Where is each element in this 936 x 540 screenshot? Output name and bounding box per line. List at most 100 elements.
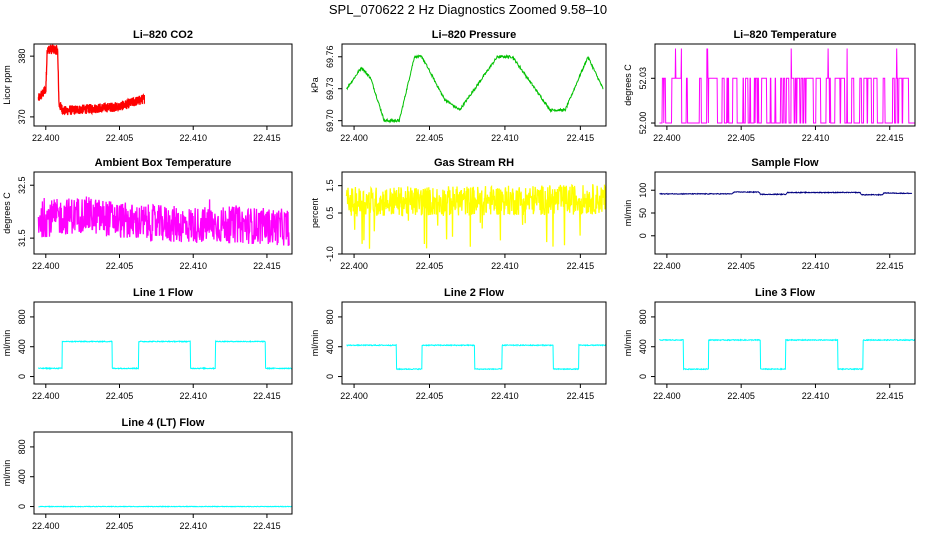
x-tick-label: 22.400 [32,133,60,143]
x-tick-label: 22.405 [416,133,444,143]
y-tick-label: 0.5 [325,207,335,220]
series-line [38,505,292,508]
plot-frame [33,301,293,385]
x-tick-label: 22.400 [653,391,681,401]
panel-8: Line 2 Flow ml/min 22.400 22.405 22.410 22.41… [310,287,607,401]
x-tick-label: 22.415 [567,133,595,143]
y-tick-label: 400 [638,339,648,354]
y-tick-label: 50 [638,208,648,218]
plot-frame [654,43,916,127]
y-tick-label: 400 [17,469,27,484]
y-tick-label: 0 [325,374,335,379]
panel-2: Li–820 Pressure kPa 22.400 22.405 22.410 22.4… [310,29,607,143]
y-tick-label: 69.76 [325,46,335,69]
x-tick-label: 22.410 [802,391,830,401]
series-line [37,44,146,116]
x-tick-label: 22.410 [179,521,207,531]
y-axis-label: Licor ppm [2,65,12,105]
figure-title: SPL_070622 2 Hz Diagnostics Zoomed 9.58–… [328,2,608,17]
y-tick-label: 69.70 [325,109,335,132]
y-axis-label: ml/min [623,330,633,357]
x-tick-label: 22.410 [179,261,207,271]
x-tick-label: 22.400 [340,261,368,271]
x-tick-label: 22.400 [653,261,681,271]
x-tick-label: 22.400 [340,391,368,401]
x-tick-label: 22.405 [416,261,444,271]
y-tick-label: 800 [325,309,335,324]
y-tick-label: 370 [17,109,27,124]
panel-7: Line 1 Flow ml/min 22.400 22.405 22.410 22.41… [2,287,293,401]
plot-frame [654,171,916,255]
x-tick-label: 22.405 [416,391,444,401]
y-tick-label: 0 [638,374,648,379]
y-tick-label: -1.0 [325,246,335,262]
y-tick-label: 800 [17,309,27,324]
plot-frame [33,431,293,515]
y-tick-label: 400 [17,339,27,354]
x-tick-label: 22.410 [179,391,207,401]
series-line [346,53,604,124]
x-tick-label: 22.405 [727,391,755,401]
y-axis-label: degrees C [623,64,633,106]
y-tick-label: 380 [17,49,27,64]
series-line [659,338,916,371]
x-tick-label: 22.410 [491,391,519,401]
panel-9: Line 3 Flow ml/min 22.400 22.405 22.410 22.41… [623,287,916,401]
y-tick-label: 0 [638,233,648,238]
plot-frame [654,301,916,385]
x-tick-label: 22.400 [653,133,681,143]
x-tick-label: 22.400 [32,391,60,401]
series-line [659,48,915,124]
x-tick-label: 22.410 [802,133,830,143]
plot-frame [341,43,607,127]
x-tick-label: 22.415 [253,133,281,143]
series-line [659,190,913,196]
y-axis-label: ml/min [2,330,12,357]
y-tick-label: 31.5 [17,229,27,247]
panel-5: Gas Stream RH percent 22.400 22.405 22.410 22… [310,157,607,271]
panel-title: Line 3 Flow [755,287,815,299]
panel-1: Li–820 CO2 Licor ppm 22.400 22.405 22.410 22.… [2,29,293,143]
y-axis-label: degrees C [2,192,12,234]
y-axis-label: ml/min [623,200,633,227]
y-tick-label: 800 [638,309,648,324]
y-tick-label: 32.5 [17,176,27,194]
panel-title: Line 4 (LT) Flow [122,417,205,429]
x-tick-label: 22.405 [106,133,134,143]
panel-title: Li–820 Pressure [432,29,516,41]
x-tick-label: 22.400 [32,521,60,531]
y-tick-label: 400 [325,339,335,354]
x-tick-label: 22.400 [340,133,368,143]
y-tick-label: 1.5 [325,179,335,192]
x-tick-label: 22.415 [567,261,595,271]
x-tick-label: 22.405 [106,261,134,271]
series-line [37,339,293,371]
y-axis-label: kPa [310,77,320,93]
x-tick-label: 22.405 [727,133,755,143]
x-tick-label: 22.415 [876,133,904,143]
y-tick-label: 52.00 [638,112,648,135]
panel-title: Sample Flow [751,157,819,169]
panel-3: Li–820 Temperature degrees C 22.400 22.405 2… [623,29,916,143]
y-tick-label: 0 [17,374,27,379]
panel-title: Line 1 Flow [133,287,193,299]
panel-title: Ambient Box Temperature [95,157,232,169]
panel-title: Gas Stream RH [434,157,514,169]
x-tick-label: 22.400 [32,261,60,271]
y-tick-label: 800 [17,439,27,454]
x-tick-label: 22.410 [491,261,519,271]
y-axis-label: ml/min [2,460,12,487]
panel-title: Li–820 CO2 [133,29,193,41]
y-tick-label: 100 [638,183,648,198]
plot-frame [33,171,293,255]
x-tick-label: 22.410 [179,133,207,143]
panel-title: Line 2 Flow [444,287,504,299]
series-line [345,183,607,249]
y-tick-label: 0 [17,504,27,509]
panel-4: Ambient Box Temperature degrees C 22.400 22… [2,157,293,271]
panel-title: Li–820 Temperature [733,29,836,41]
x-tick-label: 22.405 [727,261,755,271]
panel-6: Sample Flow ml/min 22.400 22.405 22.410 22.41… [623,157,916,271]
x-tick-label: 22.415 [876,391,904,401]
